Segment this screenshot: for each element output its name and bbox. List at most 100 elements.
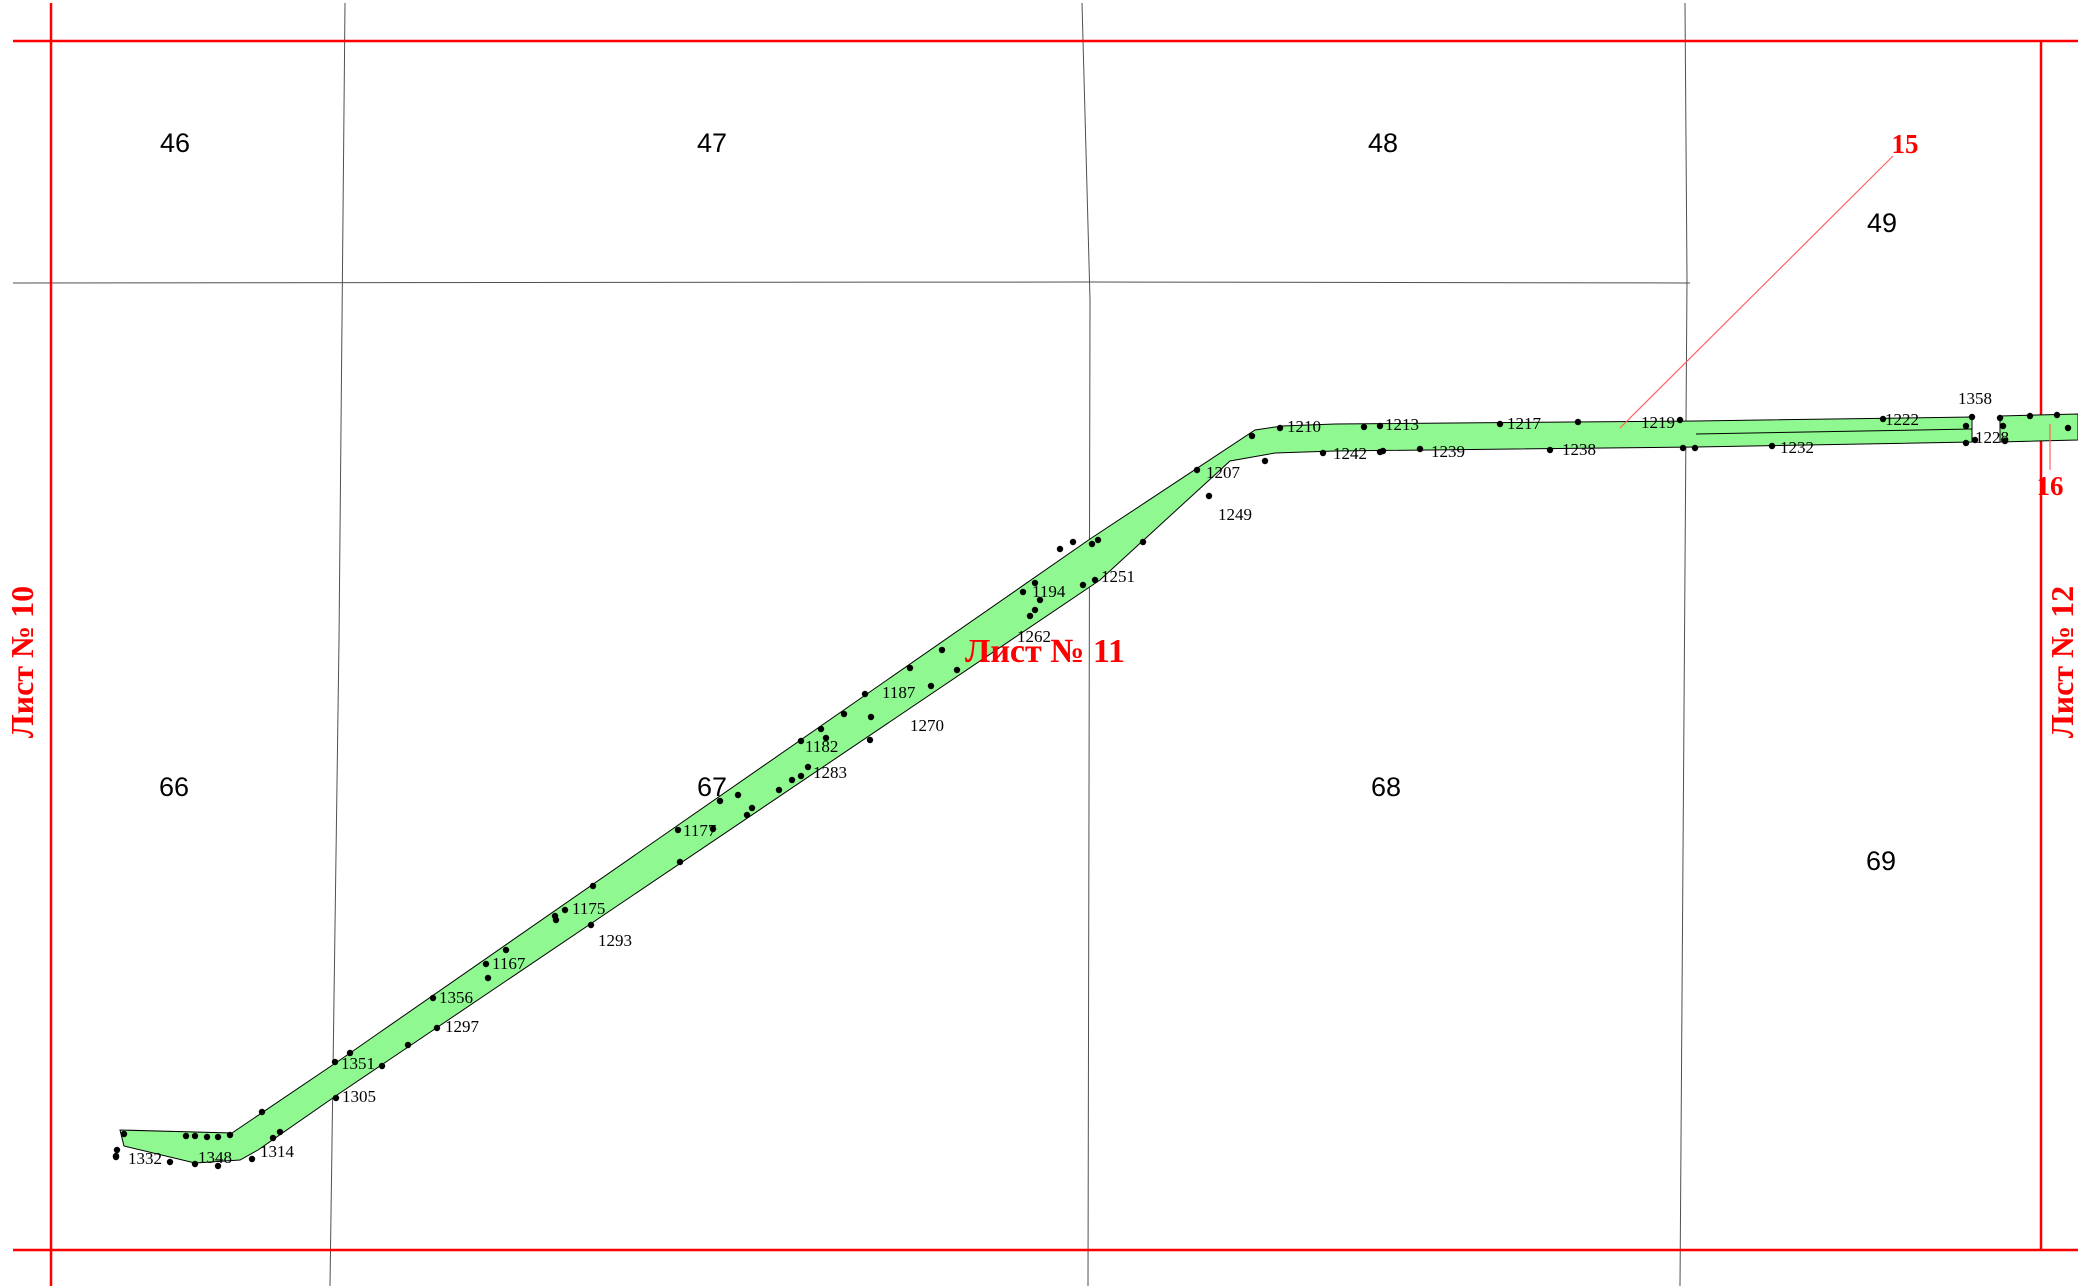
vertex-marker bbox=[804, 763, 812, 771]
vertex-marker bbox=[709, 825, 717, 833]
vertex-marker bbox=[953, 666, 961, 674]
point-label-1293: 1293 bbox=[598, 931, 632, 950]
vertex-marker bbox=[433, 1024, 441, 1032]
vertex-marker bbox=[927, 682, 935, 690]
vertex-marker bbox=[248, 1155, 256, 1163]
point-label-1222: 1222 bbox=[1885, 410, 1919, 429]
parcel-number-47: 47 bbox=[697, 128, 727, 158]
vertex-marker bbox=[743, 811, 751, 819]
point-label-1232: 1232 bbox=[1780, 438, 1814, 457]
vertex-marker bbox=[484, 974, 492, 982]
vertex-marker bbox=[1376, 422, 1384, 430]
parcel-number-48: 48 bbox=[1368, 128, 1398, 158]
point-label-1332: 1332 bbox=[128, 1149, 162, 1168]
point-label-1217: 1217 bbox=[1507, 414, 1542, 433]
point-label-1249: 1249 bbox=[1218, 505, 1252, 524]
vertex-marker bbox=[788, 776, 796, 784]
point-labels: 1332 1348 1314 1305 1351 1297 1356 1167 1293 1175… bbox=[128, 389, 2009, 1168]
vertex-marker bbox=[1019, 588, 1027, 596]
vertex-marker bbox=[840, 710, 848, 718]
vertex-marker bbox=[404, 1041, 412, 1049]
point-label-1356: 1356 bbox=[439, 988, 473, 1007]
vertex-marker bbox=[191, 1132, 199, 1140]
vertex-marker bbox=[1031, 579, 1039, 587]
vertex-marker bbox=[378, 1062, 386, 1070]
vertex-marker bbox=[346, 1049, 354, 1057]
vertex-marker bbox=[502, 946, 510, 954]
vertex-marker bbox=[1962, 422, 1970, 430]
point-label-1177: 1177 bbox=[683, 821, 717, 840]
point-label-1305: 1305 bbox=[342, 1087, 376, 1106]
vertex-marker bbox=[589, 882, 597, 890]
point-label-1239: 1239 bbox=[1431, 442, 1465, 461]
parcel-number-69: 69 bbox=[1866, 846, 1896, 876]
vertex-marker bbox=[1056, 545, 1064, 553]
vertex-marker bbox=[866, 736, 874, 744]
vertex-marker bbox=[1546, 446, 1554, 454]
vertex-marker bbox=[561, 906, 569, 914]
vertex-marker bbox=[1962, 439, 1970, 447]
vertex-marker bbox=[332, 1094, 340, 1102]
vertex-marker bbox=[214, 1162, 222, 1170]
vertex-marker bbox=[1879, 415, 1887, 423]
point-label-1219: 1219 bbox=[1641, 413, 1675, 432]
vertex-marker bbox=[1574, 418, 1582, 426]
point-label-1351: 1351 bbox=[341, 1054, 375, 1073]
point-label-1213: 1213 bbox=[1385, 415, 1419, 434]
vertex-marker bbox=[1496, 420, 1504, 428]
vertex-marker bbox=[1768, 442, 1776, 450]
vertex-marker bbox=[1971, 436, 1979, 444]
right-of-way-strip bbox=[119, 413, 2078, 1164]
point-label-1270: 1270 bbox=[910, 716, 944, 735]
vertex-marker bbox=[748, 804, 756, 812]
point-label-1358: 1358 bbox=[1958, 389, 1992, 408]
vertex-marker bbox=[1248, 432, 1256, 440]
vertex-marker bbox=[1031, 606, 1039, 614]
vertex-marker bbox=[1088, 540, 1096, 548]
vertex-marker bbox=[182, 1132, 190, 1140]
point-label-1182: 1182 bbox=[805, 737, 838, 756]
point-label-1242: 1242 bbox=[1333, 444, 1367, 463]
vertex-marker bbox=[1091, 576, 1099, 584]
point-label-1210: 1210 bbox=[1287, 417, 1321, 436]
parcel-number-67: 67 bbox=[697, 772, 727, 802]
vertex-marker bbox=[822, 734, 830, 742]
point-label-1314: 1314 bbox=[260, 1142, 295, 1161]
vertex-marker bbox=[191, 1160, 199, 1168]
vertex-marker bbox=[2053, 411, 2061, 419]
vertex-marker bbox=[867, 713, 875, 721]
parcel-grid bbox=[12, 2, 1691, 1286]
vertex-marker bbox=[906, 664, 914, 672]
vertex-marker bbox=[258, 1108, 266, 1116]
vertex-marker bbox=[674, 826, 682, 834]
vertex-marker bbox=[1996, 414, 2004, 422]
sheet-title: Лист № 11 bbox=[965, 633, 1125, 670]
point-label-1167: 1167 bbox=[492, 954, 526, 973]
point-label-1228: 1228 bbox=[1975, 428, 2009, 447]
sheet-right-neighbor-label: Лист № 12 bbox=[2044, 586, 2078, 738]
point-label-1283: 1283 bbox=[813, 763, 847, 782]
point-label-1194: 1194 bbox=[1032, 582, 1066, 601]
point-label-1207: 1207 bbox=[1206, 463, 1241, 482]
point-label-1238: 1238 bbox=[1562, 440, 1596, 459]
vertex-marker bbox=[552, 916, 560, 924]
vertex-marker bbox=[797, 772, 805, 780]
sheet-left-neighbor-label: Лист № 10 bbox=[4, 586, 40, 738]
vertex-marker bbox=[1379, 447, 1387, 455]
parcel-numbers: 46 47 48 49 66 67 68 69 bbox=[159, 128, 1897, 876]
vertex-marker bbox=[1079, 581, 1087, 589]
vertex-marker bbox=[1319, 449, 1327, 457]
point-label-1175: 1175 bbox=[572, 899, 605, 918]
parcel-number-46: 46 bbox=[160, 128, 190, 158]
point-label-1348: 1348 bbox=[198, 1148, 232, 1167]
parcel-number-66: 66 bbox=[159, 772, 189, 802]
parcel-number-68: 68 bbox=[1371, 772, 1401, 802]
sheet-frame bbox=[13, 3, 2078, 1286]
parcel-number-49: 49 bbox=[1867, 208, 1897, 238]
vertex-marker bbox=[676, 858, 684, 866]
vertex-marker bbox=[1139, 538, 1147, 546]
vertex-marker bbox=[214, 1133, 222, 1141]
vertex-marker bbox=[1261, 457, 1269, 465]
vertex-marker bbox=[1069, 538, 1077, 546]
vertex-marker bbox=[1416, 445, 1424, 453]
